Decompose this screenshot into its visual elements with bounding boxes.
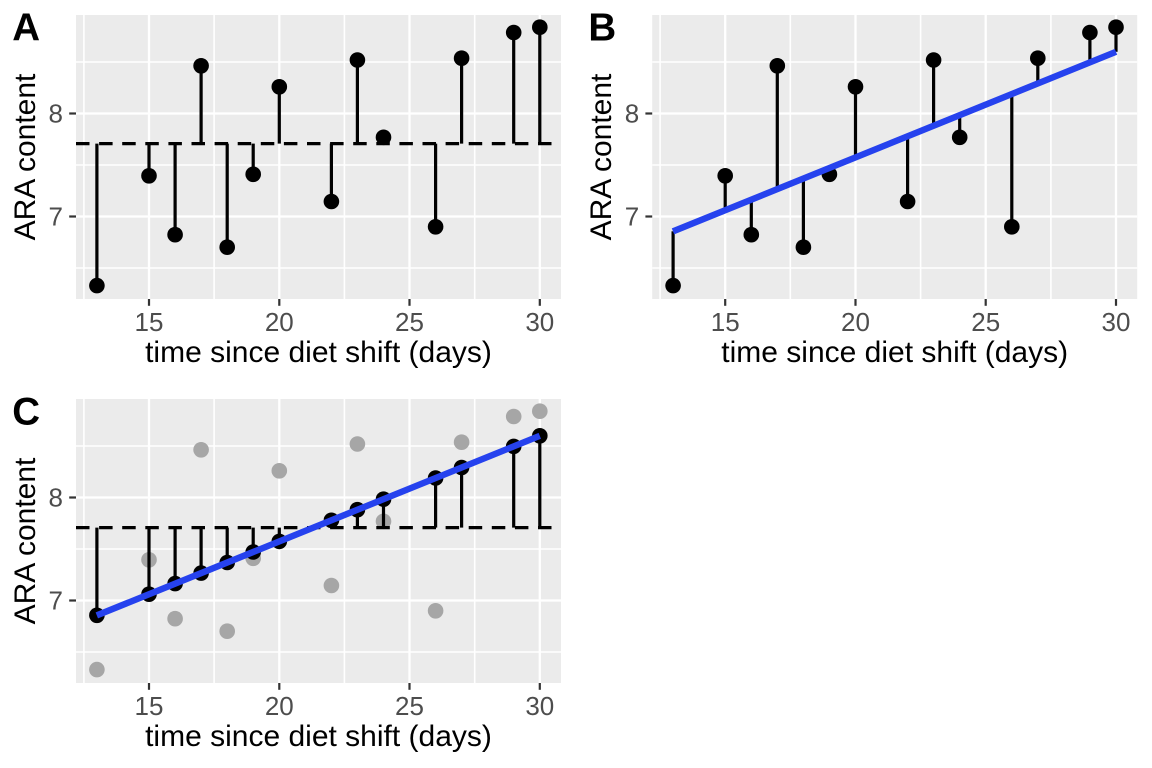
svg-text:ARA content: ARA content: [585, 73, 618, 240]
svg-text:7: 7: [625, 202, 639, 232]
svg-text:7: 7: [49, 202, 63, 232]
svg-text:ARA content: ARA content: [9, 457, 42, 624]
svg-text:C: C: [12, 391, 40, 434]
svg-text:time since diet shift (days): time since diet shift (days): [145, 336, 492, 369]
svg-text:25: 25: [395, 307, 424, 337]
svg-text:time since diet shift (days): time since diet shift (days): [145, 720, 492, 753]
svg-text:15: 15: [135, 307, 164, 337]
svg-text:time since diet shift (days): time since diet shift (days): [721, 336, 1068, 369]
svg-text:15: 15: [135, 691, 164, 721]
svg-text:30: 30: [525, 307, 554, 337]
svg-text:20: 20: [265, 307, 294, 337]
svg-text:8: 8: [49, 99, 63, 129]
svg-text:7: 7: [49, 586, 63, 616]
svg-text:25: 25: [971, 307, 1000, 337]
svg-text:30: 30: [1102, 307, 1131, 337]
svg-text:25: 25: [395, 691, 424, 721]
svg-text:20: 20: [265, 691, 294, 721]
svg-text:B: B: [588, 7, 616, 50]
svg-text:15: 15: [711, 307, 740, 337]
svg-text:ARA content: ARA content: [9, 73, 42, 240]
svg-text:30: 30: [525, 691, 554, 721]
svg-text:20: 20: [841, 307, 870, 337]
svg-text:A: A: [12, 7, 40, 50]
svg-text:8: 8: [625, 99, 639, 129]
svg-text:8: 8: [49, 483, 63, 513]
